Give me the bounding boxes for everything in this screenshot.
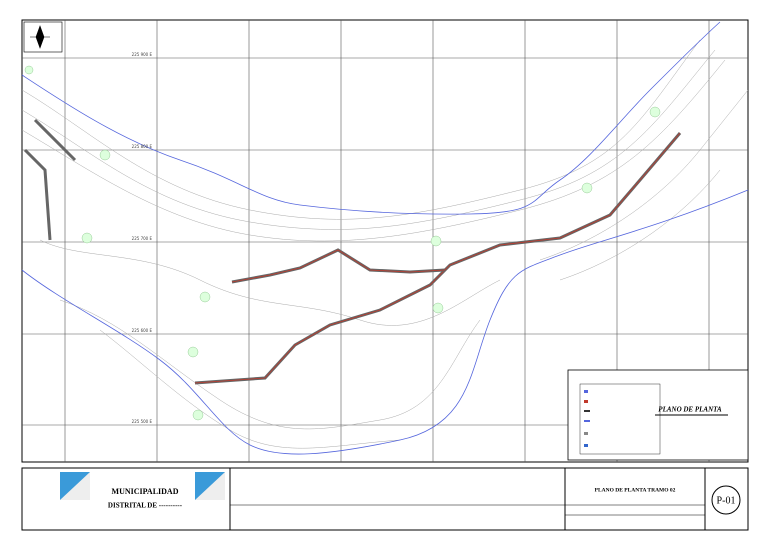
logo: [60, 472, 225, 500]
rect: [584, 400, 588, 403]
grid-label: 225 600 E: [132, 328, 153, 333]
grid-label: 225 500 E: [132, 419, 153, 424]
grid-labels: 225 900 E 225 800 E 225 700 E 225 600 E 225 …: [132, 52, 153, 424]
grid-label: 225 800 E: [132, 144, 153, 149]
grid-label: 225 900 E: [132, 52, 153, 57]
rect: [579, 383, 661, 455]
circle: [432, 302, 444, 314]
circle: [581, 182, 593, 194]
sheet-title: PLANO DE PLANTA TRAMO 02: [595, 487, 676, 493]
circle: [81, 232, 93, 244]
contour: [39, 239, 501, 326]
plan-label: PLANO DE PLANTA: [658, 406, 722, 414]
contour: [539, 89, 749, 261]
contour: [21, 49, 716, 230]
grid-label: 225 700 E: [132, 236, 153, 241]
rect: [584, 390, 588, 393]
contour: [59, 299, 481, 430]
boundary: [21, 21, 721, 215]
benchmarks: [24, 65, 661, 421]
circle: [187, 346, 199, 358]
contour: [99, 329, 401, 449]
sheet-badge: [711, 485, 741, 515]
municipality: DISTRITAL DE ----------: [108, 502, 183, 510]
circle: [199, 291, 211, 303]
roadc: [231, 249, 446, 283]
contour: [21, 39, 701, 220]
legend-box: PLANO DE PLANTA: [567, 369, 749, 461]
contour: [559, 169, 721, 281]
circle: [24, 65, 34, 75]
drawing-frame: [21, 19, 749, 463]
road: [33, 118, 77, 162]
circle: [649, 106, 661, 118]
north-arrow: [23, 21, 63, 53]
roadc: [194, 132, 681, 384]
contours: [21, 39, 749, 449]
municipality: MUNICIPALIDAD: [112, 487, 179, 496]
title-block: MUNICIPALIDAD DISTRITAL DE ---------- PL…: [21, 467, 749, 531]
road: [23, 148, 52, 241]
path: [195, 472, 225, 500]
circle: [99, 149, 111, 161]
rect: [584, 420, 590, 422]
path: [30, 25, 50, 49]
circle: [192, 409, 204, 421]
sheet-number: P-01: [717, 495, 736, 506]
path: [60, 472, 90, 500]
contour: [21, 59, 726, 242]
rect: [584, 444, 588, 447]
boundary: [21, 189, 749, 455]
rect: [584, 432, 588, 435]
title-frame: [21, 467, 749, 531]
drawing-area: PLANO DE PLANTA 225 900 E 225 800 E 225 70…: [21, 19, 749, 463]
circle: [430, 235, 442, 247]
rect: [584, 410, 590, 412]
road-axis: [23, 118, 682, 385]
